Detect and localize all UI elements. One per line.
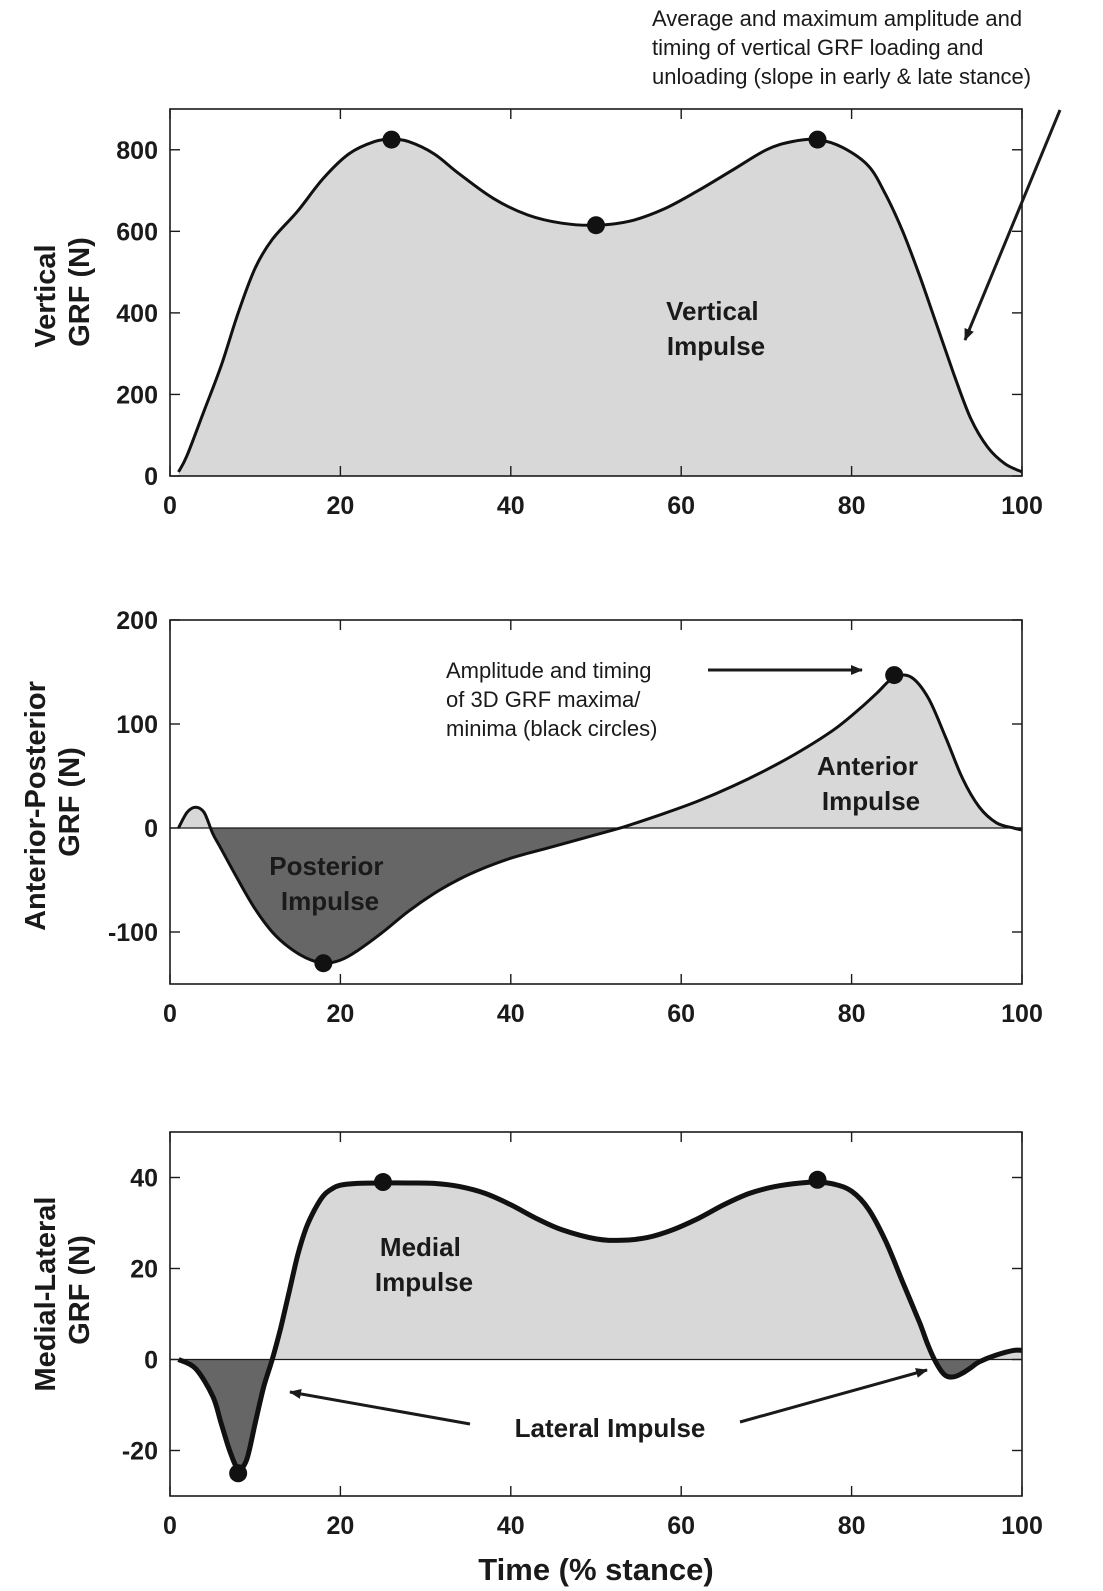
maxima-minima-note: Amplitude and timing of 3D GRF maxima/ m… — [446, 658, 658, 741]
vertical-markers — [382, 130, 827, 235]
lateral-arrow-left — [289, 1389, 471, 1426]
ml-ytick-label: 0 — [144, 1347, 158, 1375]
ap-extremum-marker-0 — [314, 954, 333, 973]
loading-slope-arrow — [963, 109, 1062, 341]
ml-x-ticks: 0 20 40 60 80 100 — [163, 1132, 1043, 1540]
lateral-impulse-label: Lateral Impulse — [515, 1413, 706, 1443]
ap-ytick-label: 0 — [144, 815, 158, 843]
posterior-impulse-area — [178, 828, 1022, 964]
ml-grf-panel: -20 0 20 40 0 20 40 60 80 100 Medial-Lateral GRF… — [30, 1131, 1043, 1587]
vertical-impulse-area — [178, 139, 1022, 476]
ml-grf-line — [177, 1179, 1022, 1472]
ap-grf-line — [177, 673, 1022, 965]
vertical-impulse-label: Vertical Impulse — [666, 296, 766, 361]
ap-y-ticks: -100 0 100 200 — [108, 607, 1022, 947]
ml-xtick-label: 100 — [1001, 1512, 1043, 1540]
vertical-xtick-label: 20 — [326, 492, 354, 520]
vertical-extremum-marker-0 — [382, 130, 401, 149]
vertical-ytick-label: 0 — [144, 463, 158, 491]
vertical-x-ticks: 0 20 40 60 80 100 — [163, 109, 1043, 520]
ap-xtick-label: 100 — [1001, 1000, 1043, 1028]
ml-xtick-label: 80 — [838, 1512, 866, 1540]
ap-markers — [314, 666, 904, 973]
loading-slope-note: Average and maximum amplitude and timing… — [652, 6, 1031, 89]
ap-extremum-marker-1 — [885, 666, 904, 685]
ap-ytick-label: -100 — [108, 919, 158, 947]
vertical-xtick-label: 0 — [163, 492, 177, 520]
ml-y-ticks: -20 0 20 40 — [122, 1165, 1022, 1466]
ap-y-label: Anterior-Posterior GRF (N) — [20, 673, 86, 931]
anterior-impulse-area — [178, 674, 1022, 828]
posterior-impulse-label: Posterior Impulse — [269, 851, 390, 916]
ml-extremum-marker-2 — [808, 1170, 827, 1189]
ap-xtick-label: 80 — [838, 1000, 866, 1028]
lateral-arrow-right — [739, 1368, 928, 1424]
ml-xtick-label: 0 — [163, 1512, 177, 1540]
vertical-y-ticks: 0 200 400 600 800 — [116, 137, 1022, 491]
ap-plot-frame — [169, 619, 1023, 985]
vertical-y-label: Vertical GRF (N) — [30, 236, 96, 347]
ml-xtick-label: 40 — [497, 1512, 525, 1540]
vertical-extremum-marker-1 — [587, 216, 605, 235]
x-axis-label: Time (% stance) — [478, 1552, 713, 1587]
ml-plot-frame — [169, 1131, 1023, 1497]
medial-impulse-area — [178, 1181, 1022, 1360]
vertical-ytick-label: 200 — [116, 381, 158, 409]
vertical-ytick-label: 600 — [116, 218, 158, 246]
ml-markers — [229, 1170, 827, 1483]
vertical-grf-panel: 0 200 400 600 800 0 20 40 60 80 100 Vertical GRF … — [30, 6, 1062, 520]
ml-xtick-label: 20 — [326, 1512, 354, 1540]
ml-y-label: Medial-Lateral GRF (N) — [30, 1188, 96, 1391]
ml-ytick-label: -20 — [122, 1438, 158, 1466]
ap-xtick-label: 0 — [163, 1000, 177, 1028]
ml-extremum-marker-1 — [374, 1173, 392, 1192]
ap-grf-panel: -100 0 100 200 0 20 40 60 80 100 Anterior-Poster… — [20, 607, 1043, 1028]
vertical-extremum-marker-2 — [808, 130, 827, 149]
vertical-xtick-label: 100 — [1001, 492, 1043, 520]
ml-extremum-marker-0 — [229, 1464, 248, 1483]
ap-xtick-label: 40 — [497, 1000, 525, 1028]
ml-ytick-label: 20 — [130, 1256, 158, 1284]
vertical-ytick-label: 400 — [116, 300, 158, 328]
vertical-xtick-label: 60 — [667, 492, 695, 520]
vertical-xtick-label: 40 — [497, 492, 525, 520]
ml-xtick-label: 60 — [667, 1512, 695, 1540]
ap-ytick-label: 100 — [116, 711, 158, 739]
vertical-xtick-label: 80 — [838, 492, 866, 520]
ap-xtick-label: 60 — [667, 1000, 695, 1028]
lateral-impulse-area — [178, 1359, 1022, 1470]
anterior-impulse-label: Anterior Impulse — [817, 751, 925, 816]
ap-ytick-label: 200 — [116, 607, 158, 635]
vertical-ytick-label: 800 — [116, 137, 158, 165]
ap-xtick-label: 20 — [326, 1000, 354, 1028]
ap-x-ticks: 0 20 40 60 80 100 — [163, 620, 1043, 1028]
medial-impulse-label: Medial Impulse — [375, 1232, 473, 1297]
ml-ytick-label: 40 — [130, 1165, 158, 1193]
vertical-plot-frame — [169, 108, 1023, 477]
